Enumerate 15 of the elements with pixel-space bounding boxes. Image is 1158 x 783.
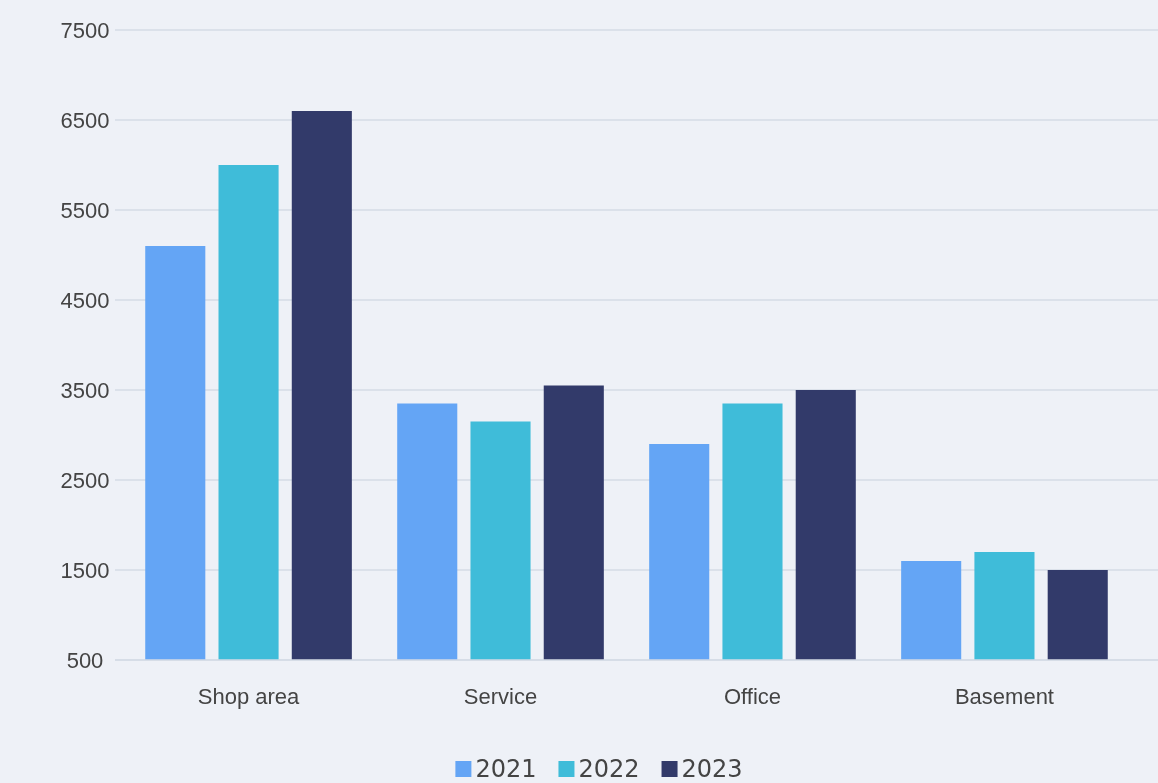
x-tick-label: Office [723,683,782,709]
x-tick-label: Basement [954,683,1054,709]
legend-label: 2021 [475,755,537,783]
legend-label: 2022 [578,755,640,783]
legend-label: 2023 [681,755,743,783]
y-tick-label: 6500 [60,107,110,133]
y-tick-label: 4500 [60,287,110,313]
y-tick-label: 2500 [60,467,110,493]
x-tick-label: Shop area [197,683,301,709]
x-tick-label: Service [463,683,538,709]
y-tick-label: 1500 [60,557,110,583]
y-tick-label: 500 [66,647,104,673]
y-tick-label: 3500 [60,377,110,403]
y-tick-label: 5500 [60,197,110,223]
y-tick-label: 7500 [60,17,110,43]
